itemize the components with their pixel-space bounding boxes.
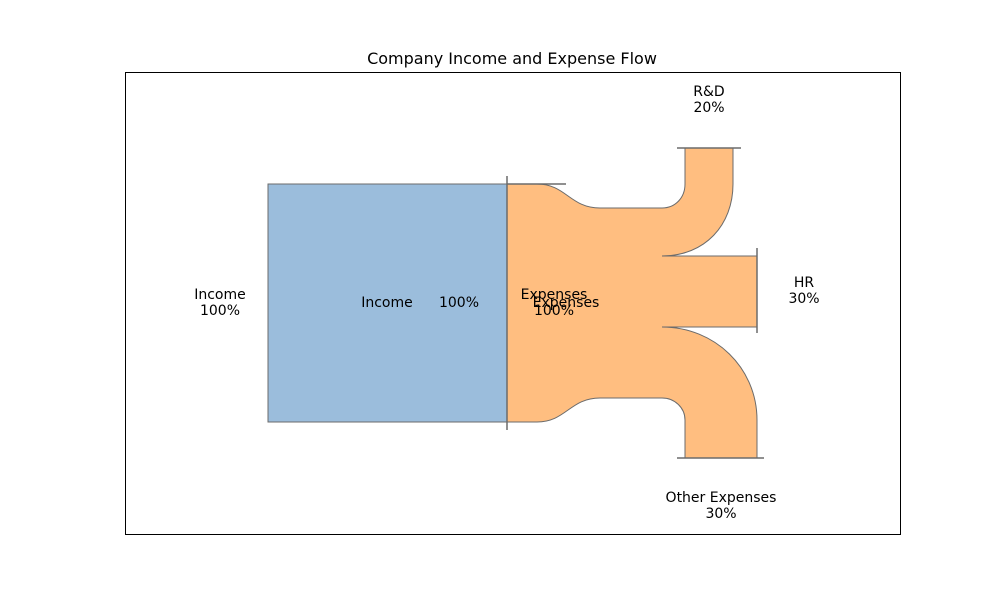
rd-label: R&D <box>693 84 724 100</box>
rd-value: 20% <box>693 100 724 116</box>
expenses-label: Expenses <box>521 287 588 303</box>
expenses-flow <box>506 147 758 459</box>
expenses-inner-label: Expenses <box>533 295 600 311</box>
income-inner-value: 100% <box>439 295 479 311</box>
income-inner-label: Income <box>361 295 413 311</box>
expenses-value: 100% <box>534 303 574 319</box>
other-expenses-value: 30% <box>705 506 736 522</box>
chart-title: Company Income and Expense Flow <box>367 49 657 68</box>
plot-frame <box>125 72 901 535</box>
income-value: 100% <box>200 303 240 319</box>
income-label: Income <box>194 287 246 303</box>
hr-value: 30% <box>788 291 819 307</box>
other-expenses-label: Other Expenses <box>666 490 777 506</box>
hr-label: HR <box>794 275 815 291</box>
